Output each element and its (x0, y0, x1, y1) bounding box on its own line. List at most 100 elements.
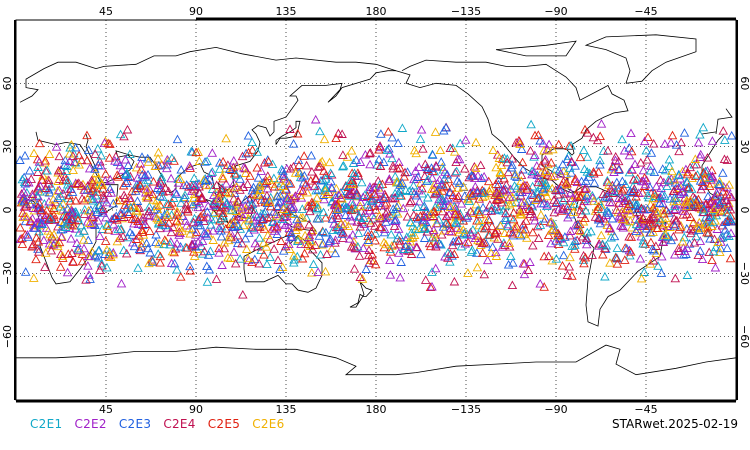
observation-marker (155, 191, 165, 200)
observation-marker (191, 227, 202, 236)
observation-marker (437, 229, 447, 239)
observation-marker (620, 196, 631, 205)
observation-marker (60, 155, 71, 165)
observation-marker (79, 185, 90, 194)
observation-marker (396, 257, 406, 266)
observation-marker (565, 230, 575, 240)
observation-marker (134, 244, 145, 253)
observation-marker (207, 148, 218, 157)
observation-marker (233, 197, 244, 206)
observation-marker (477, 248, 488, 257)
observation-marker (267, 217, 278, 227)
observation-marker (630, 159, 640, 169)
observation-marker (577, 200, 588, 210)
observation-marker (718, 186, 728, 196)
observation-marker (725, 214, 736, 223)
observation-marker (362, 199, 373, 209)
observation-marker (15, 222, 25, 232)
observation-marker (254, 258, 264, 268)
observation-marker (175, 216, 185, 225)
observation-marker (320, 174, 331, 183)
observation-marker (33, 162, 43, 171)
observation-marker (507, 280, 518, 290)
observation-marker (314, 231, 325, 240)
observation-marker (286, 195, 296, 204)
observation-marker (307, 197, 317, 207)
observation-marker (293, 235, 303, 244)
observation-marker (699, 172, 710, 182)
observation-marker (543, 230, 554, 240)
observation-marker (681, 176, 692, 186)
observation-marker (269, 181, 280, 191)
observation-marker (181, 220, 192, 230)
observation-marker (87, 211, 97, 221)
observation-marker (101, 212, 111, 222)
observation-marker (376, 129, 386, 138)
observation-marker (581, 205, 591, 215)
observation-marker (702, 152, 713, 162)
observation-marker (451, 166, 462, 176)
observation-marker (237, 202, 247, 212)
observation-marker (483, 176, 494, 186)
observation-marker (115, 233, 125, 242)
observation-marker (533, 130, 544, 139)
observation-marker (624, 245, 635, 255)
observation-marker (530, 150, 540, 160)
observation-marker (657, 223, 668, 232)
observation-marker (387, 153, 397, 163)
observation-marker (349, 264, 360, 273)
observation-marker (112, 157, 123, 166)
observation-marker (444, 226, 454, 236)
observation-marker (206, 220, 216, 229)
observation-marker (394, 239, 405, 249)
observation-marker (185, 199, 196, 208)
observation-marker (427, 150, 438, 159)
observation-marker (292, 214, 302, 224)
observation-marker (475, 160, 486, 170)
observation-marker (388, 204, 398, 213)
observation-marker (494, 204, 504, 214)
observation-marker (548, 144, 558, 154)
observation-marker (725, 204, 736, 214)
observation-marker (153, 215, 164, 224)
observation-marker (714, 179, 724, 188)
observation-marker (707, 255, 717, 265)
observation-marker (623, 203, 633, 213)
observation-marker (371, 205, 381, 214)
observation-marker (53, 176, 63, 185)
observation-marker (515, 207, 526, 217)
lon-tick-label-top: −90 (544, 5, 567, 18)
observation-marker (499, 173, 509, 183)
observation-marker (345, 211, 355, 221)
observation-marker (656, 183, 666, 192)
observation-marker (499, 153, 510, 162)
lon-tick-label-top: 180 (366, 5, 387, 18)
observation-marker (497, 154, 508, 163)
observation-marker (62, 204, 73, 213)
observation-marker (189, 251, 200, 260)
observation-marker (502, 154, 512, 163)
observation-marker (563, 151, 574, 160)
observation-marker (697, 177, 708, 187)
observation-marker (720, 224, 731, 234)
observation-marker (370, 235, 380, 245)
observation-marker (558, 195, 568, 205)
observation-marker (593, 214, 604, 224)
observation-marker (677, 166, 688, 176)
observation-marker (76, 155, 87, 165)
observation-marker (232, 230, 243, 240)
observation-marker (325, 234, 336, 243)
observation-marker (389, 221, 400, 230)
observation-marker (587, 250, 597, 259)
observation-marker (251, 209, 262, 219)
observation-marker (172, 264, 182, 274)
observation-marker (171, 189, 182, 198)
observation-marker (555, 169, 566, 178)
new-zealand-coastline (349, 281, 373, 308)
observation-marker (183, 206, 193, 216)
observation-marker (278, 166, 288, 175)
observation-marker (641, 145, 652, 155)
observation-marker (507, 192, 518, 202)
observation-marker (453, 183, 463, 192)
observation-marker (431, 241, 441, 251)
